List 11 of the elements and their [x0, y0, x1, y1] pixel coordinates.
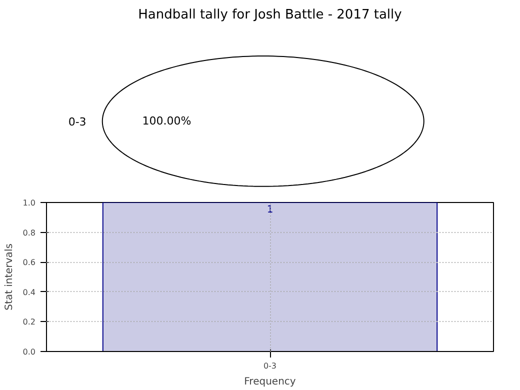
data-label: 100.00%: [142, 114, 192, 128]
y-tick-label: 0.2: [22, 318, 36, 327]
y-axis-title: Stat intervals: [4, 244, 15, 310]
y-tick-label: 0.0: [22, 348, 36, 356]
y-tick-label: 0.8: [22, 228, 36, 238]
slice-label: 0-3: [68, 116, 86, 129]
y-tick-label: 1.0: [22, 198, 36, 208]
x-axis-title: Frequency: [244, 376, 296, 388]
y-tick-label: 0.6: [22, 258, 36, 268]
y-tick-label: 0.4: [22, 288, 36, 297]
chart-title: Handball tally for Josh Battle - 2017 tally: [138, 8, 402, 22]
